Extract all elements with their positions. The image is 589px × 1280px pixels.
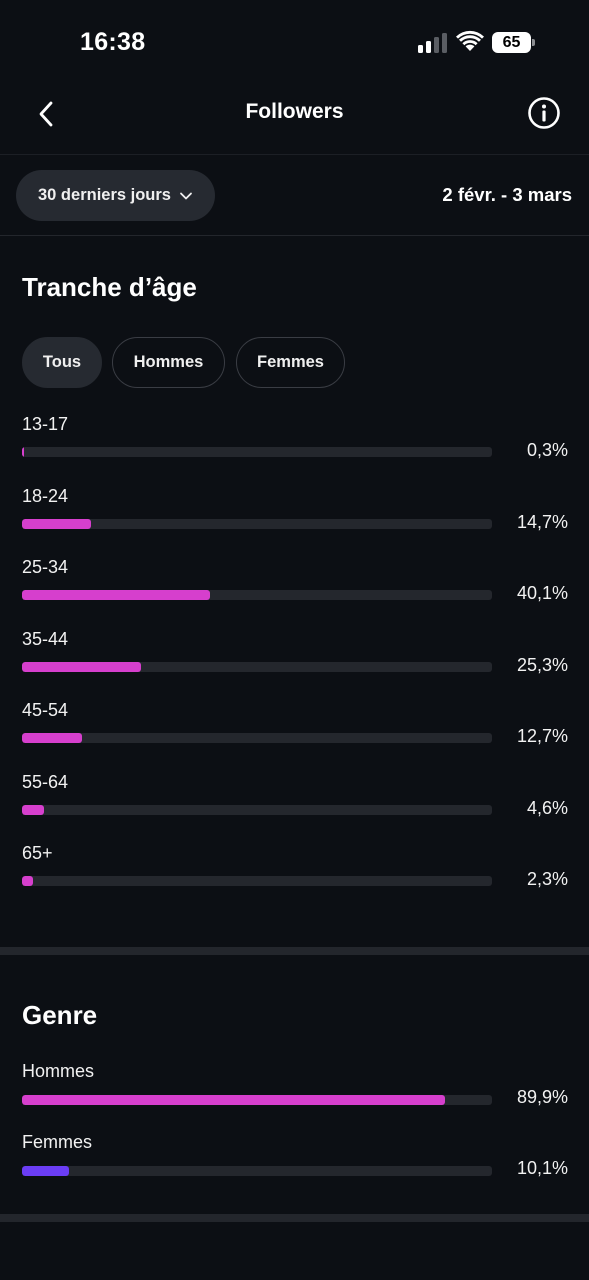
age-row-percent: 12,7% (516, 726, 568, 746)
back-button[interactable] (30, 98, 62, 130)
age-row-label: 18-24 (22, 486, 69, 506)
age-row-label: 25-34 (22, 557, 69, 577)
age-bar-fill (22, 590, 211, 600)
battery-level: 65 (492, 32, 531, 53)
date-filter-row: 30 derniers jours 2 févr. - 3 mars (0, 156, 589, 236)
age-row-label: 35-44 (22, 629, 69, 649)
age-row-percent: 14,7% (516, 512, 568, 532)
segment-women[interactable]: Femmes (236, 337, 345, 388)
genre-row-label: Femmes (22, 1132, 93, 1152)
page-title: Followers (245, 100, 344, 123)
age-bar-track (22, 590, 492, 600)
cellular-signal-icon (418, 33, 448, 53)
date-range-dropdown[interactable]: 30 derniers jours (16, 170, 215, 221)
age-bar-track (22, 662, 492, 672)
genre-row: Femmes 10,1% (22, 1132, 568, 1192)
age-row-percent: 40,1% (516, 583, 568, 603)
age-section-title: Tranche d’âge (22, 272, 197, 302)
genre-row-percent: 89,9% (516, 1087, 568, 1107)
battery-icon: 65 (492, 32, 536, 53)
segment-all[interactable]: Tous (22, 337, 102, 388)
age-row-percent: 0,3% (526, 440, 568, 460)
info-circle-icon[interactable] (527, 96, 561, 130)
age-bar-fill (22, 876, 33, 886)
age-bar-track (22, 805, 492, 815)
chevron-left-icon (39, 101, 53, 127)
age-bar-track (22, 447, 492, 457)
genre-section-title: Genre (22, 1000, 98, 1030)
genre-bar-fill (22, 1166, 70, 1176)
age-row: 65+ 2,3% (22, 843, 568, 903)
genre-row: Hommes 89,9% (22, 1061, 568, 1121)
genre-row-percent: 10,1% (516, 1158, 568, 1178)
status-time: 16:38 (80, 28, 146, 56)
age-row-label: 55-64 (22, 772, 69, 792)
genre-row-label: Hommes (22, 1061, 95, 1081)
age-row-percent: 25,3% (516, 655, 568, 675)
age-row-percent: 2,3% (526, 869, 568, 889)
chevron-down-icon (180, 192, 192, 199)
date-range-text: 2 févr. - 3 mars (442, 184, 572, 205)
status-bar: 16:38 65 (0, 0, 589, 80)
age-bar-fill (22, 519, 92, 529)
age-row: 35-44 25,3% (22, 629, 568, 689)
genre-bar-track (22, 1095, 492, 1105)
age-bar-fill (22, 805, 44, 815)
wifi-icon (456, 30, 484, 51)
age-row-percent: 4,6% (526, 798, 568, 818)
age-row-label: 65+ (22, 843, 53, 863)
age-row: 55-64 4,6% (22, 772, 568, 832)
age-row-label: 13-17 (22, 414, 69, 434)
date-range-dropdown-label: 30 derniers jours (38, 186, 171, 204)
age-bar-track (22, 876, 492, 886)
genre-bar-fill (22, 1095, 445, 1105)
age-bar-track (22, 733, 492, 743)
section-divider (0, 947, 589, 955)
segment-men[interactable]: Hommes (112, 337, 225, 388)
age-bar-fill (22, 447, 24, 457)
nav-bar: Followers (0, 80, 589, 155)
age-row-label: 45-54 (22, 700, 69, 720)
age-row: 45-54 12,7% (22, 700, 568, 760)
section-divider (0, 1214, 589, 1222)
age-bar-fill (22, 733, 82, 743)
age-row: 25-34 40,1% (22, 557, 568, 617)
age-bar-track (22, 519, 492, 529)
age-row: 18-24 14,7% (22, 486, 568, 546)
age-row: 13-17 0,3% (22, 414, 568, 474)
genre-bar-track (22, 1166, 492, 1176)
age-bar-fill (22, 662, 141, 672)
